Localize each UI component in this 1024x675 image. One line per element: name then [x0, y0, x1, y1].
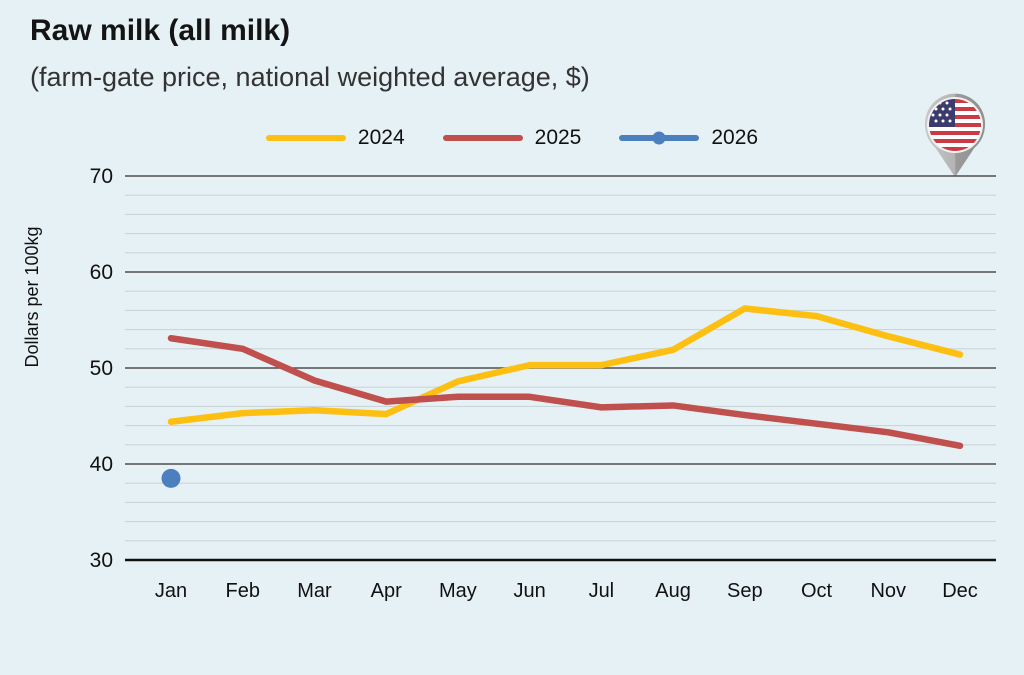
series-point-2026	[161, 468, 181, 488]
legend-swatch-2024	[265, 135, 346, 141]
y-tick-label: 60	[90, 261, 113, 284]
legend-label: 2025	[534, 126, 582, 149]
x-tick-label: May	[439, 580, 477, 602]
y-tick-label: 40	[90, 453, 113, 476]
y-tick-label: 50	[90, 357, 113, 380]
x-tick-label: Sep	[727, 580, 763, 602]
legend-dot-icon	[652, 131, 666, 145]
legend-swatch-2025	[442, 135, 523, 141]
legend-item-2026: 2026	[619, 126, 758, 150]
series-line-2024	[167, 305, 964, 426]
x-tick-label: Aug	[655, 580, 691, 602]
chart-subtitle: (farm-gate price, national weighted aver…	[30, 62, 590, 92]
x-tick-label: Mar	[297, 580, 332, 602]
series-line-2025	[167, 334, 964, 450]
legend-item-2025: 2025	[442, 126, 582, 150]
x-tick-label: Jun	[514, 580, 546, 602]
x-tick-label: Jan	[155, 580, 187, 602]
us-flag-pin-icon	[916, 90, 994, 178]
x-tick-label: Feb	[225, 580, 259, 602]
x-tick-label: Jul	[589, 580, 615, 602]
y-tick-label: 70	[90, 165, 113, 188]
x-tick-label: Apr	[371, 580, 402, 602]
x-tick-label: Oct	[801, 580, 833, 602]
legend-swatch-2026	[619, 131, 700, 145]
legend-label: 2026	[711, 126, 759, 149]
legend-label: 2024	[357, 126, 405, 149]
y-axis-label: Dollars per 100kg	[22, 226, 42, 367]
y-tick-label: 30	[90, 549, 113, 572]
us-flag-pin-graphic	[925, 93, 985, 177]
x-tick-label: Dec	[942, 580, 978, 602]
chart-legend: 2024 2025 2026	[0, 126, 1024, 150]
page-title: Raw milk (all milk)	[30, 14, 291, 47]
x-tick-label: Nov	[870, 580, 906, 602]
legend-item-2024: 2024	[265, 126, 405, 150]
